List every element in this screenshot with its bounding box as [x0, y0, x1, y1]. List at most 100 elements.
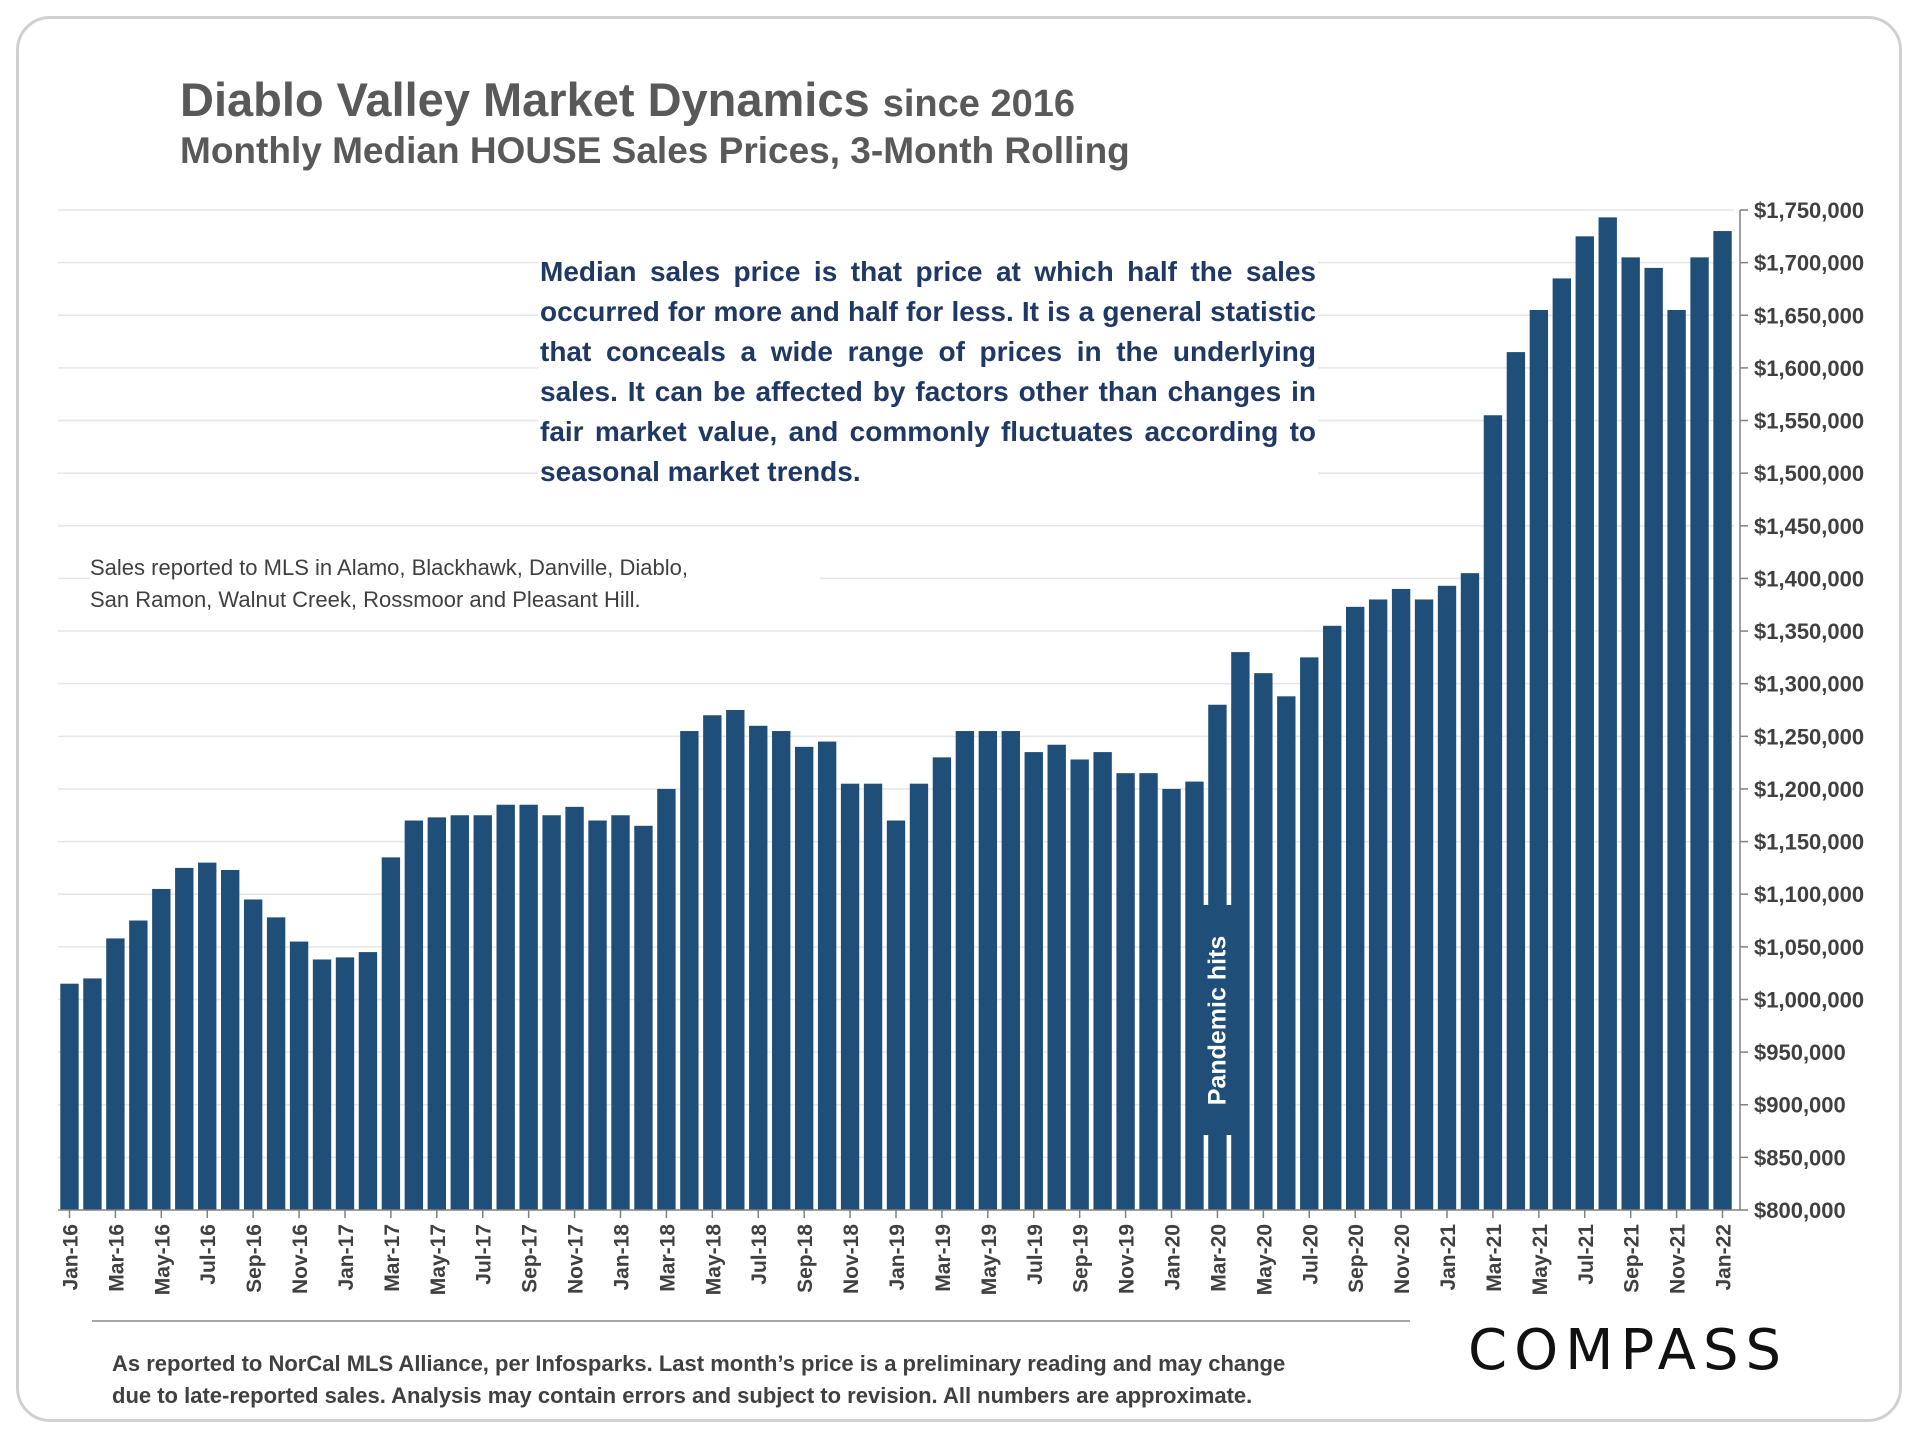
bar-Apr-21	[1506, 352, 1526, 1211]
bar-Dec-18	[863, 783, 883, 1210]
x-tick-label: Nov-16	[289, 1224, 312, 1294]
y-tick-label: $850,000	[1754, 1145, 1846, 1170]
bar-Jan-17	[335, 957, 355, 1210]
y-tick-label: $1,150,000	[1754, 830, 1864, 855]
bar-Jan-19	[886, 820, 906, 1210]
bar-Jun-17	[450, 815, 469, 1210]
bar-Nov-18	[840, 783, 860, 1210]
bar-Jan-16	[60, 983, 79, 1210]
bar-Apr-16	[129, 920, 148, 1210]
title-main: Diablo Valley Market Dynamics	[180, 73, 870, 126]
bar-Aug-20	[1323, 625, 1342, 1210]
bar-Sep-21	[1621, 257, 1640, 1210]
y-tick-label: $900,000	[1754, 1093, 1846, 1118]
bar-Aug-19	[1047, 744, 1066, 1210]
x-tick-label: Mar-21	[1483, 1224, 1506, 1292]
bars	[60, 217, 1732, 1211]
x-tick-label: Jul-20	[1299, 1224, 1322, 1285]
bar-Jun-16	[175, 867, 194, 1210]
x-tick-label: Nov-21	[1667, 1224, 1690, 1294]
y-tick-label: $1,200,000	[1754, 777, 1864, 802]
bar-May-17	[427, 817, 447, 1210]
bar-Nov-17	[565, 806, 584, 1210]
bar-Aug-21	[1598, 217, 1617, 1211]
bar-Oct-20	[1368, 599, 1388, 1210]
bar-Jun-18	[726, 710, 745, 1210]
y-tick-label: $1,350,000	[1754, 619, 1864, 644]
bar-Feb-17	[358, 952, 378, 1210]
bar-Oct-21	[1644, 267, 1663, 1210]
bar-Aug-18	[772, 731, 791, 1210]
y-axis: $800,000 $850,000 $900,000 $950,000 $1,000,0…	[1739, 198, 1864, 1223]
x-tick-label: Nov-17	[565, 1224, 588, 1294]
x-tick-label: May-20	[1253, 1224, 1276, 1295]
y-tick-label: $1,650,000	[1754, 303, 1864, 328]
bar-Jun-20	[1277, 696, 1296, 1210]
bar-Jan-20	[1162, 788, 1181, 1210]
x-tick-label: May-18	[702, 1224, 725, 1296]
x-tick-label: Jul-17	[473, 1224, 496, 1285]
bar-Oct-17	[542, 815, 561, 1210]
footer-disclaimer: As reported to NorCal MLS Alliance, per …	[112, 1348, 1412, 1412]
bar-Aug-16	[221, 870, 240, 1210]
x-tick-label: Sep-19	[1070, 1224, 1093, 1293]
coverage-line-1: Sales reported to MLS in Alamo, Blackhaw…	[90, 555, 688, 580]
compass-logo: COMPASS	[1468, 1318, 1789, 1383]
bar-Dec-21	[1690, 257, 1709, 1210]
bar-Aug-17	[496, 804, 515, 1210]
y-tick-label: $1,500,000	[1754, 461, 1864, 486]
bar-Mar-16	[106, 938, 125, 1210]
bar-Dec-19	[1139, 773, 1158, 1210]
x-tick-label: Jan-20	[1162, 1224, 1185, 1291]
chart-title: Diablo Valley Market Dynamics since 2016	[180, 72, 1075, 127]
y-tick-label: $950,000	[1754, 1040, 1846, 1065]
bar-Jul-19	[1024, 752, 1043, 1210]
bar-Nov-20	[1391, 588, 1411, 1210]
coverage-line-2: San Ramon, Walnut Creek, Rossmoor and Pl…	[90, 587, 641, 612]
bar-May-18	[703, 715, 722, 1210]
x-tick-label: Sep-21	[1621, 1224, 1644, 1293]
bar-Oct-18	[817, 741, 837, 1210]
bar-Sep-20	[1345, 606, 1365, 1210]
y-tick-label: $1,450,000	[1754, 514, 1864, 539]
bar-Jul-18	[749, 725, 768, 1210]
bar-Sep-19	[1070, 759, 1089, 1210]
bar-Apr-17	[404, 820, 424, 1210]
x-tick-label: Mar-16	[105, 1224, 128, 1292]
bar-Jul-17	[473, 815, 492, 1210]
bar-Mar-21	[1483, 415, 1503, 1210]
x-tick-label: May-19	[978, 1224, 1001, 1295]
footer-line-2: due to late-reported sales. Analysis may…	[112, 1383, 1253, 1408]
bar-Apr-19	[955, 731, 975, 1210]
x-tick-label: Jan-17	[335, 1224, 358, 1291]
y-tick-label: $800,000	[1754, 1198, 1846, 1223]
x-tick-label: May-17	[427, 1224, 450, 1295]
bar-Jul-16	[198, 862, 217, 1210]
footer-line-1: As reported to NorCal MLS Alliance, per …	[112, 1351, 1286, 1376]
bar-May-21	[1529, 310, 1549, 1210]
bar-Nov-19	[1116, 773, 1135, 1210]
bar-Sep-17	[519, 804, 538, 1210]
x-axis: Jan-16 Mar-16 May-16 Jul-16 Sep-16 Nov-16 Jan-…	[58, 1209, 1740, 1296]
bar-Mar-19	[932, 757, 952, 1210]
x-tick-label: Jan-18	[610, 1224, 633, 1291]
bar-Feb-18	[634, 825, 653, 1210]
x-tick-label: Nov-20	[1391, 1224, 1414, 1294]
bar-May-20	[1254, 673, 1273, 1210]
pandemic-text: Pandemic hits	[1203, 935, 1232, 1105]
bar-May-19	[978, 731, 998, 1210]
x-tick-label: Mar-18	[656, 1224, 679, 1292]
bar-Jun-19	[1001, 731, 1020, 1210]
bar-Jan-21	[1437, 585, 1457, 1210]
bar-Nov-16	[289, 941, 309, 1210]
x-tick-label: Sep-20	[1345, 1224, 1368, 1293]
x-tick-label: Mar-17	[381, 1224, 404, 1292]
bar-Dec-16	[312, 959, 332, 1210]
bar-Dec-17	[588, 820, 607, 1210]
bar-Mar-17	[381, 857, 401, 1210]
x-tick-label: Jul-16	[197, 1224, 220, 1285]
x-tick-label: Sep-17	[519, 1224, 542, 1293]
bar-Jan-22	[1713, 231, 1732, 1211]
bar-Oct-19	[1093, 752, 1112, 1210]
